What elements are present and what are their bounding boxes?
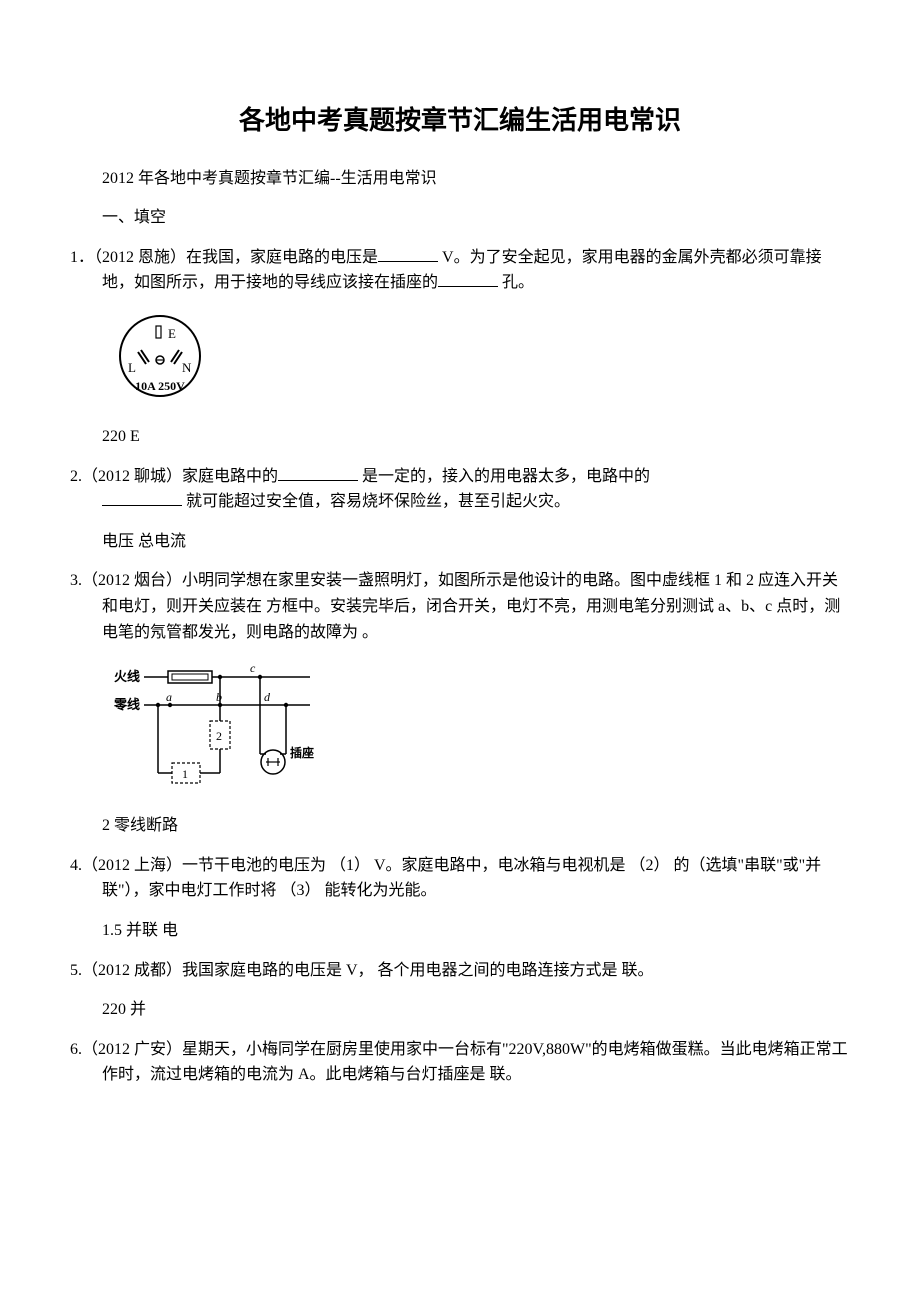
socket-e-label: E — [168, 326, 176, 341]
page-title: 各地中考真题按章节汇编生活用电常识 — [70, 100, 850, 142]
node-d: d — [264, 690, 271, 704]
q2-answer: 电压 总电流 — [70, 529, 850, 555]
question-5: 5.（2012 成都）我国家庭电路的电压是 V， 各个用电器之间的电路连接方式是… — [70, 958, 850, 984]
socket-diagram: E L N 10A 250V — [110, 310, 850, 410]
question-2: 2.（2012 聊城）家庭电路中的 是一定的，接入的用电器太多，电路中的 就可能… — [70, 464, 850, 515]
q4-answer: 1.5 并联 电 — [70, 918, 850, 944]
subtitle-line: 2012 年各地中考真题按章节汇编--生活用电常识 — [70, 166, 850, 192]
node-c: c — [250, 661, 256, 675]
section-heading: 一、填空 — [70, 205, 850, 231]
q5-answer: 220 并 — [70, 997, 850, 1023]
question-4: 4.（2012 上海）一节干电池的电压为 （1） V。家庭电路中，电冰箱与电视机… — [70, 853, 850, 904]
node-b: b — [216, 690, 222, 704]
circuit-diagram: 火线 c 零线 a b d 2 — [110, 659, 850, 799]
blank — [102, 489, 182, 506]
blank — [378, 245, 438, 262]
node-a: a — [166, 690, 172, 704]
question-6: 6.（2012 广安）星期天，小梅同学在厨房里使用家中一台标有"220V,880… — [70, 1037, 850, 1088]
box1-label: 1 — [182, 767, 188, 781]
q3-answer: 2 零线断路 — [70, 813, 850, 839]
box2-label: 2 — [216, 729, 222, 743]
question-3: 3.（2012 烟台）小明同学想在家里安装一盏照明灯，如图所示是他设计的电路。图… — [70, 568, 850, 645]
q2-text-c: 就可能超过安全值，容易烧坏保险丝，甚至引起火灾。 — [186, 493, 570, 510]
document-page: 各地中考真题按章节汇编生活用电常识 2012 年各地中考真题按章节汇编--生活用… — [0, 0, 920, 1162]
question-1: 1．（2012 恩施）在我国，家庭电路的电压是 V。为了安全起见，家用电器的金属… — [70, 245, 850, 296]
q1-text-a: 1．（2012 恩施）在我国，家庭电路的电压是 — [70, 249, 378, 266]
q2-text-b: 是一定的，接入的用电器太多，电路中的 — [362, 468, 650, 485]
q1-answer: 220 E — [70, 424, 850, 450]
socket-l-label: L — [128, 360, 136, 375]
q1-text-c: 孔。 — [502, 274, 534, 291]
socket-label: 插座 — [290, 745, 314, 760]
live-label: 火线 — [114, 669, 140, 684]
socket-rating: 10A 250V — [135, 379, 185, 393]
blank — [438, 270, 498, 287]
blank — [278, 464, 358, 481]
q2-text-a: 2.（2012 聊城）家庭电路中的 — [70, 468, 278, 485]
neutral-label: 零线 — [113, 697, 140, 712]
socket-n-label: N — [182, 360, 192, 375]
